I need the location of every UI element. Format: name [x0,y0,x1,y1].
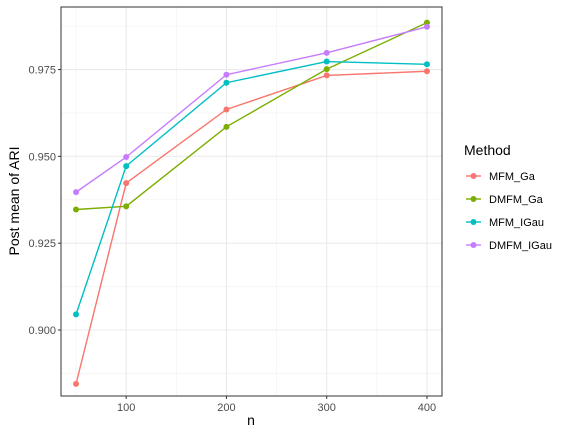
data-point [123,180,130,187]
data-point [423,68,430,75]
y-axis: 0.900 0.925 0.950 0.975 [28,65,61,337]
series-dmfm-ga [73,19,430,213]
legend-key-point [470,196,477,202]
data-point [323,72,330,79]
legend-item: MFM_IGau [466,217,544,229]
x-axis-title: n [247,412,255,428]
plot-panel [60,6,443,397]
series-mfm-igau [73,58,430,318]
data-point [323,58,330,65]
legend-label: MFM_IGau [489,217,544,229]
data-point [73,189,80,196]
plot-background [61,7,442,396]
legend-label: DMFM_Ga [489,194,544,206]
legend-label: DMFM_IGau [489,240,552,252]
data-point [123,203,130,210]
data-point [223,79,230,86]
data-point [423,61,430,68]
legend-items: MFM_Ga DMFM_Ga MFM_IGau DMFM_IGau [466,171,552,252]
data-point [73,380,80,387]
y-tick-label: 0.950 [28,151,56,163]
x-tick-label: 400 [418,402,436,414]
data-point [223,71,230,78]
series-mfm-ga [73,68,430,387]
data-point [73,311,80,318]
y-tick-label: 0.900 [28,325,56,337]
data-point [123,154,130,161]
series-layer [73,19,430,387]
x-axis: 100 200 300 400 [117,396,436,414]
y-tick-label: 0.975 [28,65,56,77]
legend-item: DMFM_IGau [466,240,552,252]
legend-item: MFM_Ga [466,171,536,183]
series-dmfm-igau [73,23,430,196]
data-point [323,66,330,73]
data-point [423,19,430,26]
y-axis-title: Post mean of ARI [6,147,22,256]
legend-label: MFM_Ga [489,171,536,183]
data-point [223,106,230,113]
legend-item: DMFM_Ga [466,194,544,206]
x-tick-label: 300 [318,402,336,414]
data-point [423,23,430,30]
data-point [123,163,130,170]
legend-key-point [470,173,477,179]
data-point [323,49,330,56]
x-tick-label: 200 [217,402,235,414]
y-tick-label: 0.925 [28,238,56,250]
legend-title: Method [464,142,511,158]
legend-key-point [470,242,477,248]
legend: Method MFM_Ga DMFM_Ga MFM_IGau DMFM_IGau [464,142,552,252]
data-point [223,123,230,130]
x-tick-label: 100 [117,402,135,414]
data-point [73,206,80,213]
plot-border [60,6,443,397]
legend-key-point [470,219,477,225]
